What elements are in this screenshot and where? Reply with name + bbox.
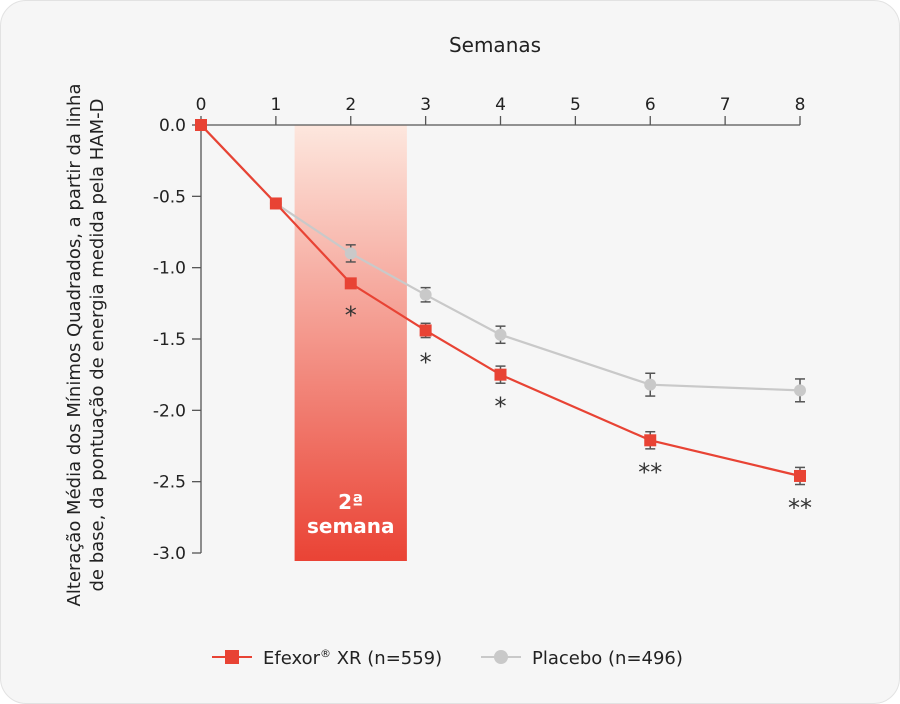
legend: Efexor® XR (n=559) Placebo (n=496) bbox=[212, 647, 683, 669]
series-layer bbox=[195, 119, 806, 486]
x-tick-label: 3 bbox=[420, 95, 431, 115]
y-tick-label: -1.0 bbox=[153, 259, 186, 279]
axes: 0 1 2 3 4 5 6 7 8 0.0 -0.5 -1.0 -1.5 -2.0 -2.5 -3.0 bbox=[153, 95, 806, 564]
highlight-label-line-2: semana bbox=[307, 514, 395, 538]
legend-item-placebo: Placebo (n=496) bbox=[481, 648, 683, 669]
series-line-square bbox=[200, 124, 801, 478]
legend-marker-placebo bbox=[494, 650, 508, 664]
data-point-efexor bbox=[494, 368, 507, 381]
y-tick-label: -2.0 bbox=[153, 401, 186, 421]
x-tick-label: 8 bbox=[795, 95, 806, 115]
significance-marker: ** bbox=[638, 458, 662, 486]
data-point-efexor bbox=[794, 469, 806, 482]
x-axis-title: Semanas bbox=[449, 33, 541, 57]
x-tick-label: 7 bbox=[720, 95, 731, 115]
x-tick-label: 0 bbox=[196, 95, 207, 115]
x-tick-label: 6 bbox=[645, 95, 656, 115]
data-point-efexor bbox=[344, 277, 357, 290]
significance-marker: * bbox=[345, 301, 357, 329]
highlight-label-line-1: 2ª bbox=[338, 490, 363, 514]
series-line-circle bbox=[200, 124, 801, 392]
data-point-placebo bbox=[344, 247, 357, 260]
x-tick-label: 2 bbox=[345, 95, 356, 115]
y-axis-title-line-1: Alteração Média dos Mínimos Quadrados, a… bbox=[64, 84, 85, 607]
significance-marker: * bbox=[420, 348, 432, 376]
legend-marker-efexor bbox=[225, 650, 239, 664]
y-tick-label: -2.5 bbox=[153, 473, 186, 493]
data-point-placebo bbox=[419, 288, 432, 301]
x-tick-label: 1 bbox=[270, 95, 281, 115]
data-point-placebo bbox=[644, 378, 657, 391]
legend-item-efexor: Efexor® XR (n=559) bbox=[212, 647, 442, 669]
data-point-placebo bbox=[794, 384, 806, 397]
data-point-efexor bbox=[644, 434, 657, 447]
data-point-efexor bbox=[269, 197, 282, 210]
significance-marker: ** bbox=[788, 494, 812, 522]
x-tick-label: 4 bbox=[495, 95, 506, 115]
y-tick-label: -1.5 bbox=[153, 330, 186, 350]
y-tick-label: -3.0 bbox=[153, 544, 186, 564]
x-tick-label: 5 bbox=[570, 95, 581, 115]
y-axis-title: Alteração Média dos Mínimos Quadrados, a… bbox=[64, 84, 108, 607]
significance-marker: * bbox=[495, 393, 507, 421]
legend-label-efexor: Efexor® XR (n=559) bbox=[263, 647, 442, 669]
legend-label-placebo: Placebo (n=496) bbox=[532, 648, 683, 669]
data-point-efexor bbox=[419, 324, 432, 337]
y-tick-label: 0.0 bbox=[159, 116, 186, 136]
highlight-band bbox=[294, 125, 407, 561]
y-tick-label: -0.5 bbox=[153, 187, 186, 207]
data-point-placebo bbox=[494, 328, 507, 341]
data-point-efexor bbox=[195, 119, 207, 131]
significance-markers: ******* bbox=[345, 301, 812, 522]
y-axis-title-line-2: de base, da pontuação de energia medida … bbox=[87, 99, 108, 592]
